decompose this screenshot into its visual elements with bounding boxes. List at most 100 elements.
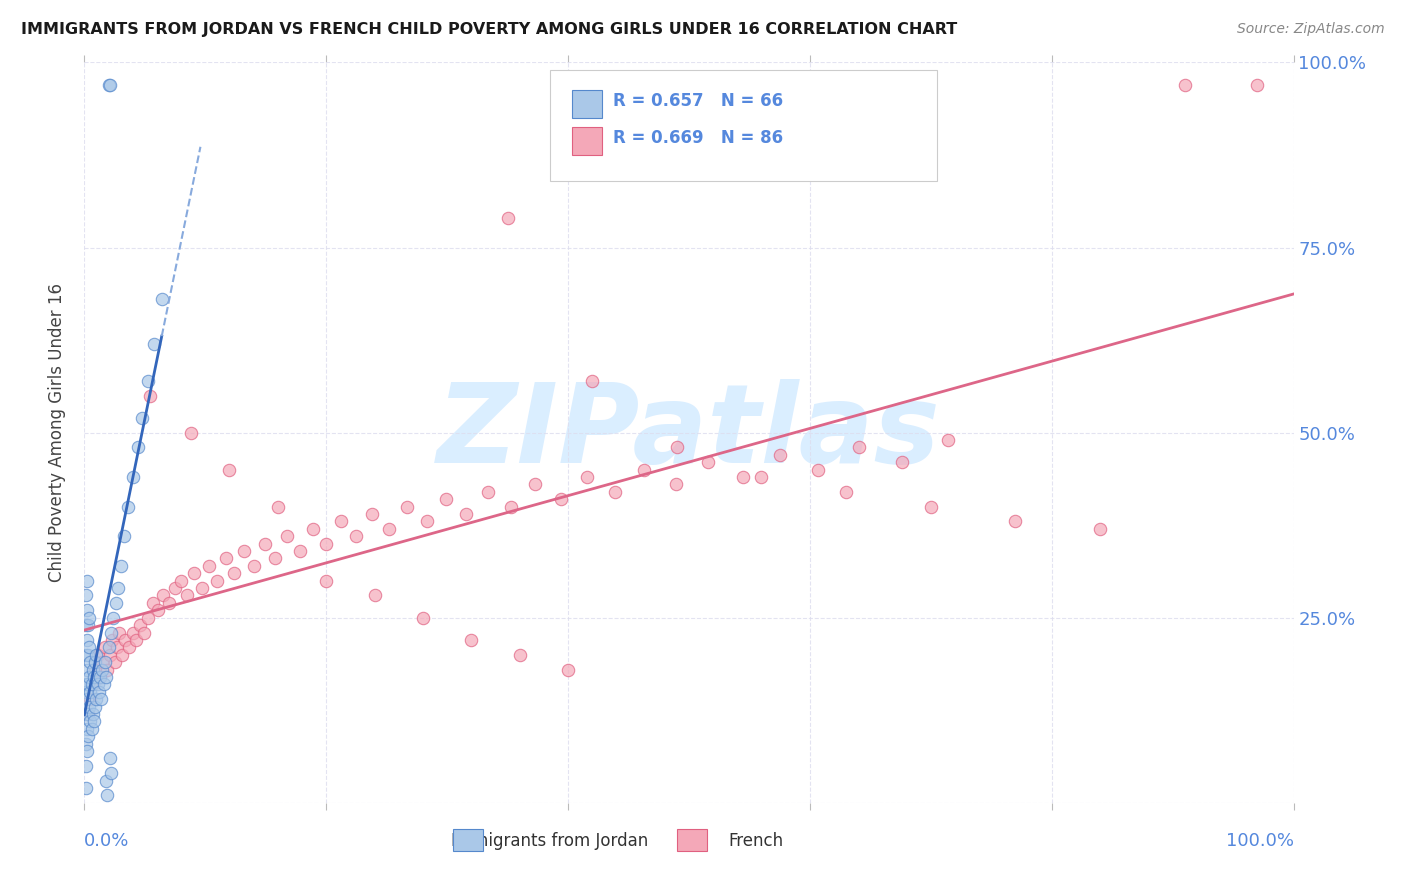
- Point: [75, 685, 97, 699]
- Point: [100, 625, 122, 640]
- Point: [501, 500, 523, 514]
- Point: [77, 699, 100, 714]
- Point: [509, 648, 531, 662]
- Point: [288, 544, 311, 558]
- Point: [79, 692, 101, 706]
- Point: [77, 648, 100, 662]
- Point: [79, 714, 101, 729]
- Text: French: French: [728, 832, 783, 850]
- Point: [76, 603, 98, 617]
- Point: [110, 558, 132, 573]
- Point: [75, 677, 97, 691]
- Point: [76, 632, 98, 647]
- Point: [143, 336, 166, 351]
- Text: R = 0.669   N = 86: R = 0.669 N = 86: [613, 129, 783, 147]
- Point: [1004, 515, 1026, 529]
- Point: [91, 663, 114, 677]
- Point: [76, 692, 98, 706]
- Point: [84, 663, 107, 677]
- Point: [77, 706, 100, 721]
- Point: [920, 500, 942, 514]
- Point: [86, 677, 108, 691]
- Text: 100.0%: 100.0%: [1226, 832, 1294, 850]
- FancyBboxPatch shape: [550, 70, 936, 181]
- Point: [412, 610, 434, 624]
- Point: [170, 574, 193, 588]
- Point: [94, 670, 117, 684]
- Point: [79, 655, 101, 669]
- Point: [363, 589, 385, 603]
- Point: [86, 648, 108, 662]
- Point: [94, 773, 117, 788]
- Point: [378, 522, 401, 536]
- Point: [76, 722, 98, 736]
- Point: [835, 484, 858, 499]
- Point: [496, 211, 519, 225]
- Point: [77, 706, 100, 721]
- Point: [89, 670, 111, 684]
- Point: [807, 462, 830, 476]
- FancyBboxPatch shape: [676, 829, 707, 851]
- Point: [253, 536, 276, 550]
- Point: [315, 574, 337, 588]
- Point: [86, 648, 108, 662]
- Point: [104, 655, 127, 669]
- Point: [75, 758, 97, 772]
- Point: [396, 500, 419, 514]
- Point: [150, 293, 173, 307]
- Point: [94, 640, 117, 655]
- Point: [77, 670, 100, 684]
- Point: [477, 484, 499, 499]
- Point: [118, 640, 141, 655]
- Point: [264, 551, 287, 566]
- Point: [84, 655, 107, 669]
- Point: [152, 589, 174, 603]
- Point: [94, 655, 117, 669]
- Point: [146, 603, 169, 617]
- Point: [242, 558, 264, 573]
- Point: [276, 529, 298, 543]
- Point: [215, 551, 238, 566]
- Text: IMMIGRANTS FROM JORDAN VS FRENCH CHILD POVERTY AMONG GIRLS UNDER 16 CORRELATION : IMMIGRANTS FROM JORDAN VS FRENCH CHILD P…: [21, 22, 957, 37]
- Point: [183, 566, 205, 581]
- Point: [100, 766, 122, 780]
- Point: [104, 596, 127, 610]
- Point: [90, 692, 112, 706]
- Point: [665, 441, 688, 455]
- Text: Immigrants from Jordan: Immigrants from Jordan: [451, 832, 648, 850]
- Point: [89, 670, 111, 684]
- Point: [936, 433, 959, 447]
- Point: [697, 455, 720, 469]
- Point: [131, 410, 153, 425]
- Point: [83, 670, 105, 684]
- Point: [76, 663, 98, 677]
- Point: [114, 632, 136, 647]
- Point: [82, 706, 104, 721]
- Point: [93, 677, 115, 691]
- FancyBboxPatch shape: [572, 90, 602, 118]
- Text: Source: ZipAtlas.com: Source: ZipAtlas.com: [1237, 22, 1385, 37]
- Point: [76, 574, 98, 588]
- Point: [550, 492, 572, 507]
- Point: [75, 648, 97, 662]
- Point: [107, 581, 129, 595]
- Point: [98, 78, 121, 92]
- Point: [576, 470, 599, 484]
- Point: [96, 789, 118, 803]
- Point: [121, 470, 143, 484]
- Point: [315, 536, 337, 550]
- Point: [112, 529, 135, 543]
- Point: [524, 477, 547, 491]
- Point: [180, 425, 202, 440]
- Point: [329, 515, 352, 529]
- Point: [302, 522, 325, 536]
- Point: [84, 699, 107, 714]
- Point: [75, 618, 97, 632]
- Point: [82, 663, 104, 677]
- Point: [1246, 78, 1268, 92]
- Point: [434, 492, 457, 507]
- Point: [77, 618, 100, 632]
- Point: [848, 441, 870, 455]
- Point: [103, 610, 125, 624]
- Point: [97, 640, 120, 655]
